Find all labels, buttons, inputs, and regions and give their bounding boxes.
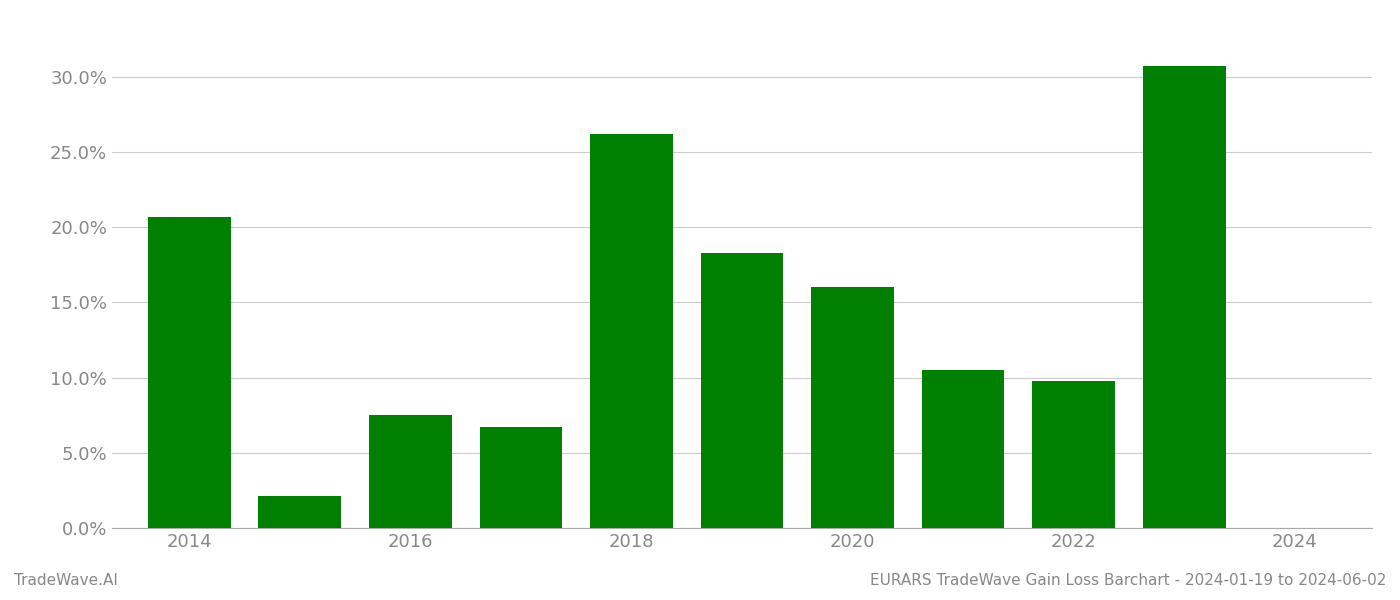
Bar bbox=[479, 427, 563, 528]
Bar bbox=[259, 496, 342, 528]
Bar bbox=[589, 134, 673, 528]
Bar bbox=[1032, 380, 1114, 528]
Bar bbox=[921, 370, 1004, 528]
Bar bbox=[811, 287, 895, 528]
Bar bbox=[1142, 66, 1225, 528]
Text: EURARS TradeWave Gain Loss Barchart - 2024-01-19 to 2024-06-02: EURARS TradeWave Gain Loss Barchart - 20… bbox=[869, 573, 1386, 588]
Text: TradeWave.AI: TradeWave.AI bbox=[14, 573, 118, 588]
Bar bbox=[370, 415, 452, 528]
Bar bbox=[148, 217, 231, 528]
Bar bbox=[700, 253, 784, 528]
